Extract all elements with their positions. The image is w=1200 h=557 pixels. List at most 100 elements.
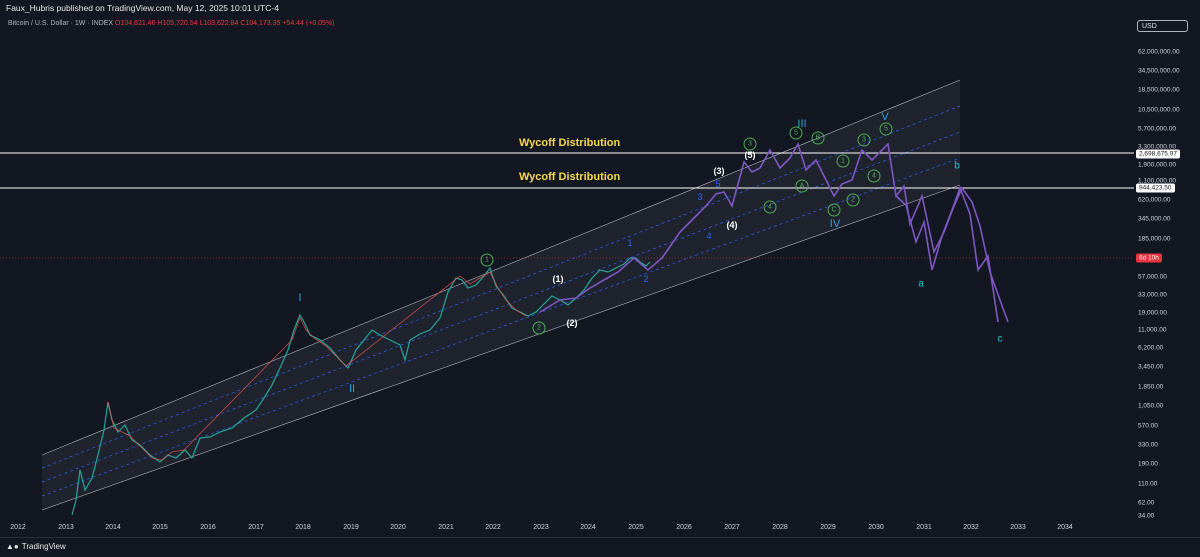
- regression-channel-fill: [42, 80, 960, 510]
- price-tick: 330.00: [1138, 441, 1158, 449]
- price-axis[interactable]: 62,000,000.00 34,500,000.00 18,500,000.00 1…: [1134, 38, 1200, 520]
- wave-label-p2: (2): [566, 318, 578, 328]
- price-tick: 3,300,000.00: [1138, 143, 1176, 151]
- brand-name: TradingView: [21, 542, 66, 551]
- lower-level-price-label: 944,423.50: [1136, 183, 1175, 193]
- wyckoff-label-upper: Wycoff Distribution: [519, 137, 621, 149]
- time-tick: 2030: [868, 524, 884, 531]
- wave-label-IV: IV: [829, 218, 841, 230]
- price-tick: 11,000.00: [1138, 326, 1167, 334]
- chart-canvas[interactable]: [0, 0, 1134, 520]
- tradingview-logo-icon: ▲●: [6, 542, 19, 551]
- price-tick: 1,100,000.00: [1138, 177, 1176, 185]
- time-tick: 2018: [295, 524, 311, 531]
- price-tick: 34,500,000.00: [1138, 67, 1180, 75]
- wave-label-I: I: [298, 292, 302, 304]
- price-tick: 62.00: [1138, 499, 1155, 507]
- price-tick: 345,000.00: [1138, 215, 1171, 223]
- price-tick: 6,200.00: [1138, 344, 1164, 352]
- time-tick: 2017: [248, 524, 264, 531]
- wave-label-p3: (3): [713, 166, 725, 176]
- time-tick: 2013: [58, 524, 74, 531]
- channel-dashed-3: [41, 157, 961, 497]
- circled-label-1: 1: [480, 253, 494, 267]
- wave-label-II: II: [348, 383, 356, 395]
- circled-label-3b: 3: [857, 133, 871, 147]
- time-tick: 2012: [10, 524, 26, 531]
- channel-dashed-2: [41, 131, 961, 483]
- time-tick: 2015: [152, 524, 168, 531]
- time-tick: 2034: [1057, 524, 1073, 531]
- time-tick: 2020: [390, 524, 406, 531]
- price-tick: 62,000,000.00: [1138, 48, 1180, 56]
- symbol-line: Bitcoin / U.S. Dollar · 1W · INDEX O104,…: [8, 20, 335, 27]
- time-tick: 2032: [963, 524, 979, 531]
- circled-label-2: 2: [532, 321, 546, 335]
- price-tick: 190.00: [1138, 460, 1158, 468]
- wave-label-m1: 1: [627, 238, 633, 248]
- time-tick: 2021: [438, 524, 454, 531]
- price-tick: 1,050.00: [1138, 402, 1164, 410]
- time-tick: 2022: [485, 524, 501, 531]
- wave-label-m5: 5: [715, 179, 721, 189]
- published-text: Faux_Hubris published on TradingView.com…: [6, 3, 279, 13]
- wave-label-p1: (1): [552, 274, 564, 284]
- circled-label-3: 3: [743, 137, 757, 151]
- wyckoff-label-lower: Wycoff Distribution: [519, 171, 621, 183]
- wave-label-p5: (5): [744, 150, 756, 160]
- wave-label-b: b: [954, 160, 960, 172]
- footer-divider: [0, 537, 1200, 538]
- price-tick: 5,700,000.00: [1138, 125, 1176, 133]
- upper-level-price-label: 2,698,675.97: [1136, 149, 1180, 159]
- countdown-label: 6d 10h: [1136, 253, 1162, 263]
- circled-label-5b: 5: [879, 122, 893, 136]
- price-tick: 1,850.00: [1138, 383, 1164, 391]
- footer-brand[interactable]: ▲● TradingView: [6, 542, 66, 551]
- price-tick: 570.00: [1138, 422, 1158, 430]
- time-tick: 2026: [676, 524, 692, 531]
- price-tick: 34.00: [1138, 512, 1155, 520]
- time-axis[interactable]: 2012 2013 2014 2015 2016 2017 2018 2019 2020 2021…: [0, 520, 1134, 534]
- time-tick: 2016: [200, 524, 216, 531]
- time-tick: 2014: [105, 524, 121, 531]
- channel-dashed-1: [41, 105, 961, 469]
- wave-label-m3: 3: [697, 192, 703, 202]
- circled-label-2b: 2: [846, 193, 860, 207]
- circled-label-5: 5: [789, 126, 803, 140]
- channel-lower-line: [41, 184, 961, 511]
- price-tick: 3,450.00: [1138, 363, 1164, 371]
- time-tick: 2033: [1010, 524, 1026, 531]
- time-tick: 2025: [628, 524, 644, 531]
- time-tick: 2028: [772, 524, 788, 531]
- price-history-red: [107, 271, 527, 461]
- symbol-name[interactable]: Bitcoin / U.S. Dollar · 1W · INDEX: [8, 20, 114, 27]
- projection-path-2: [895, 185, 999, 323]
- price-tick: 10,500,000.00: [1138, 106, 1180, 114]
- price-tick: 33,000.00: [1138, 291, 1167, 299]
- time-tick: 2023: [533, 524, 549, 531]
- currency-button[interactable]: USD: [1137, 20, 1188, 32]
- time-tick: 2027: [724, 524, 740, 531]
- price-tick: 1,900,000.00: [1138, 161, 1176, 169]
- time-tick: 2031: [916, 524, 932, 531]
- channel-upper-line: [41, 79, 961, 456]
- wave-label-m4: 4: [706, 231, 712, 241]
- price-tick: 620,000.00: [1138, 196, 1171, 204]
- time-tick: 2019: [343, 524, 359, 531]
- time-tick: 2029: [820, 524, 836, 531]
- circled-label-B: B: [811, 131, 825, 145]
- circled-label-1b: 1: [836, 154, 850, 168]
- circled-label-4: 4: [763, 200, 777, 214]
- price-tick: 110.00: [1138, 480, 1158, 488]
- wave-label-V: V: [881, 111, 889, 123]
- time-tick: 2024: [580, 524, 596, 531]
- wave-label-m2: 2: [643, 274, 649, 284]
- price-history: [71, 257, 651, 516]
- circled-label-4b: 4: [867, 169, 881, 183]
- price-tick: 19,000.00: [1138, 309, 1167, 317]
- ohlc-values: O104,621.46 H105,720.54 L103,622.84 C104…: [114, 20, 335, 27]
- price-tick: 57,000.00: [1138, 273, 1167, 281]
- wave-label-p4: (4): [726, 220, 738, 230]
- wave-label-c: c: [997, 333, 1003, 345]
- wave-label-III: III: [797, 118, 807, 130]
